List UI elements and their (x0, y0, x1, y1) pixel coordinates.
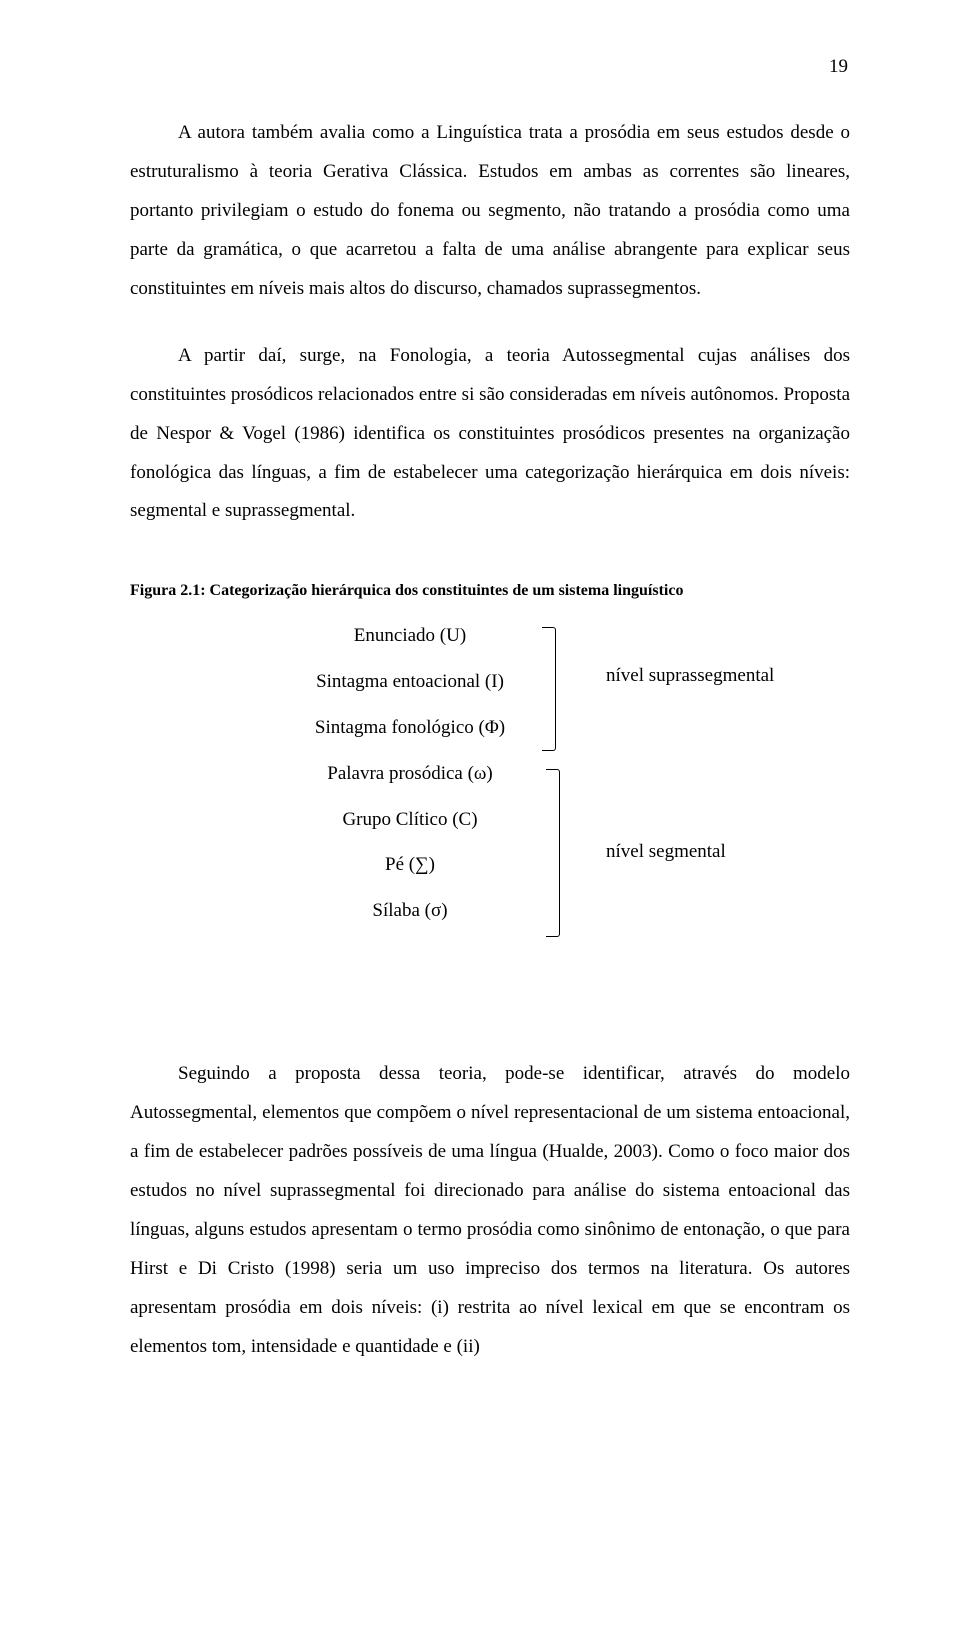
label-nivel-suprassegmental: nível suprassegmental (606, 665, 774, 688)
hierarchy-item-grupo-clitico: Grupo Clítico (C) (270, 809, 550, 832)
body-paragraph-3: Seguindo a proposta dessa teoria, pode-s… (130, 1055, 850, 1367)
page-container: 19 A autora também avalia como a Linguís… (0, 0, 960, 1626)
hierarchy-column: Enunciado (U) Sintagma entoacional (I) S… (270, 625, 550, 946)
body-paragraph-2: A partir daí, surge, na Fonologia, a teo… (130, 337, 850, 532)
bracket-lower (546, 769, 560, 937)
hierarchy-item-palavra-prosodica: Palavra prosódica (ω) (270, 763, 550, 786)
hierarchy-item-sintagma-fonologico: Sintagma fonológico (Φ) (270, 717, 550, 740)
hierarchy-item-enunciado: Enunciado (U) (270, 625, 550, 648)
figure-hierarchy: Enunciado (U) Sintagma entoacional (I) S… (130, 625, 850, 955)
hierarchy-item-silaba: Sílaba (σ) (270, 900, 550, 923)
label-nivel-segmental: nível segmental (606, 841, 726, 864)
spacer (130, 1015, 850, 1055)
bracket-upper (542, 627, 556, 751)
body-paragraph-1: A autora também avalia como a Linguístic… (130, 114, 850, 309)
hierarchy-item-pe: Pé (∑) (270, 854, 550, 877)
page-number: 19 (130, 56, 850, 78)
hierarchy-item-sintagma-entoacional: Sintagma entoacional (I) (270, 671, 550, 694)
figure-caption: Figura 2.1: Categorização hierárquica do… (130, 579, 850, 603)
